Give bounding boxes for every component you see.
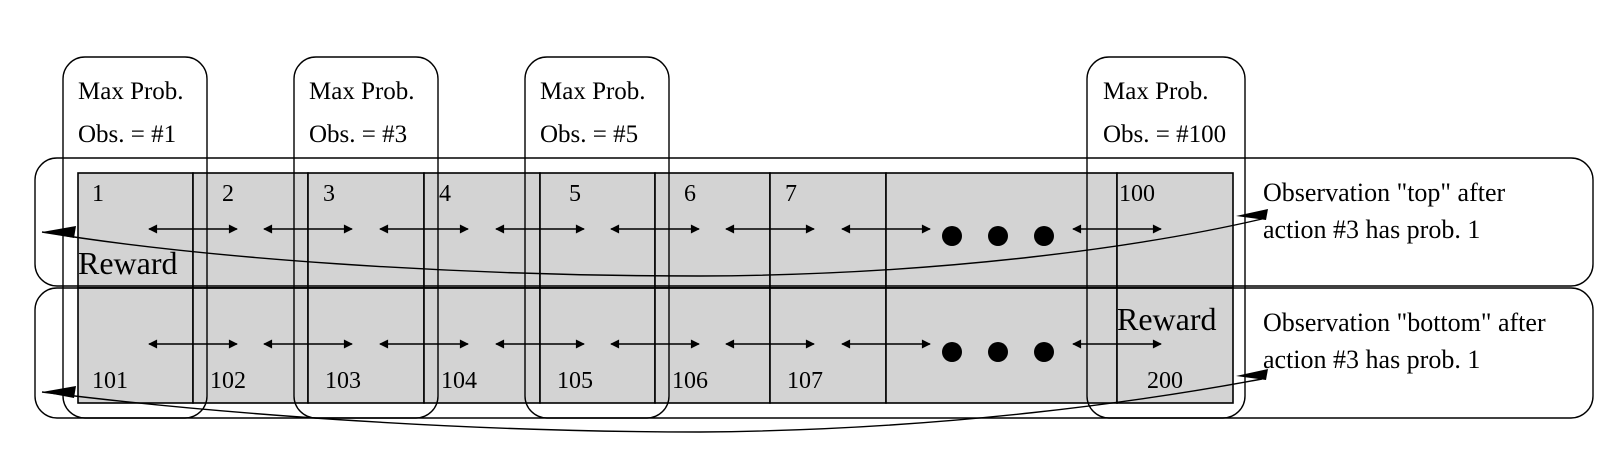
- state-label-5: 5: [569, 181, 581, 207]
- state-label-200: 200: [1147, 368, 1183, 394]
- state-label-104: 104: [441, 368, 477, 394]
- state-label-100: 100: [1119, 181, 1155, 207]
- top-wrap-arrowhead-right: [1236, 209, 1268, 220]
- top-cell-6: [654, 172, 771, 289]
- state-label-4: 4: [439, 181, 451, 207]
- state-label-105: 105: [557, 368, 593, 394]
- obs-group-2-line2: Obs. = #3: [309, 121, 407, 148]
- bottom-reward-label: Reward: [1117, 301, 1217, 337]
- top-reward-label: Reward: [78, 245, 178, 281]
- obs-group-4-line2: Obs. = #100: [1103, 121, 1226, 148]
- state-label-107: 107: [787, 368, 823, 394]
- transition-arrows: [148, 224, 1162, 349]
- obs-group-1-line1: Max Prob.: [78, 78, 184, 105]
- state-label-1: 1: [92, 181, 104, 207]
- bottom-wrap-arrowhead-left: [42, 386, 76, 398]
- bottom-wrap-arrowhead-right: [1236, 369, 1268, 380]
- state-label-102: 102: [210, 368, 246, 394]
- observation-group-frame-1: [62, 56, 208, 419]
- state-label-103: 103: [325, 368, 361, 394]
- state-label-106: 106: [672, 368, 708, 394]
- state-label-6: 6: [684, 181, 696, 207]
- top-observation-note-line2: action #3 has prob. 1: [1263, 215, 1480, 244]
- observation-group-frame-4: [1086, 56, 1246, 419]
- observation-group-frame-2: [293, 56, 439, 419]
- top-observation-note-line1: Observation "top" after: [1263, 178, 1505, 207]
- obs-group-4-line1: Max Prob.: [1103, 78, 1209, 105]
- state-label-7: 7: [785, 181, 797, 207]
- top-ellipsis-dots: [942, 226, 1054, 246]
- top-wrap-arrowhead-left: [42, 226, 76, 238]
- state-label-3: 3: [323, 181, 335, 207]
- state-label-101: 101: [92, 368, 128, 394]
- top-row-frame: [34, 157, 1594, 287]
- bottom-wrap-curve: [41, 378, 1263, 433]
- top-wrap-curve: [41, 218, 1263, 277]
- obs-group-3-line1: Max Prob.: [540, 78, 646, 105]
- bottom-row-frame: [34, 287, 1594, 419]
- obs-group-1-line2: Obs. = #1: [78, 121, 176, 148]
- observation-group-frame-3: [524, 56, 670, 419]
- top-cell-2: [192, 172, 309, 289]
- bottom-observation-note-line2: action #3 has prob. 1: [1263, 345, 1480, 374]
- bottom-observation-note-line1: Observation "bottom" after: [1263, 308, 1546, 337]
- top-cell-5: [539, 172, 656, 289]
- observation-group-frames: [62, 56, 1246, 419]
- obs-group-2-line1: Max Prob.: [309, 78, 415, 105]
- bottom-ellipsis-dots: [942, 342, 1054, 362]
- obs-group-3-line2: Obs. = #5: [540, 121, 638, 148]
- state-label-2: 2: [222, 181, 234, 207]
